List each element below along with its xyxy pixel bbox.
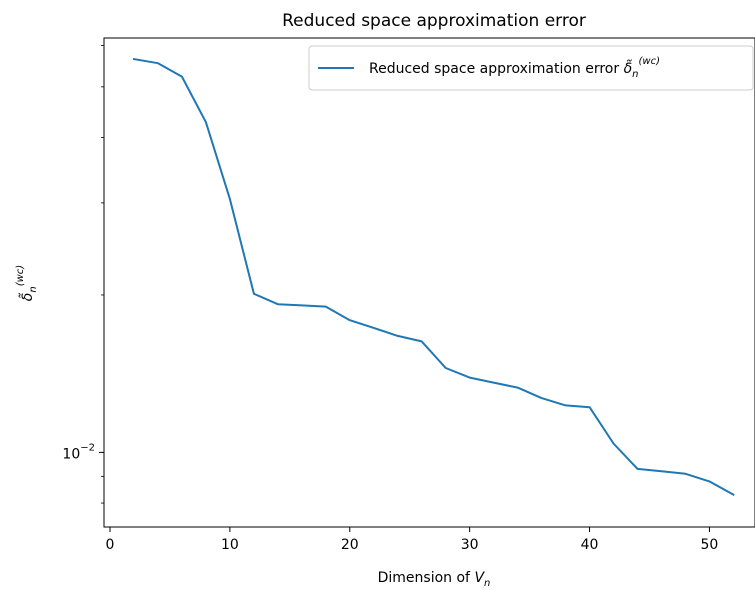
y-axis-label-sup: (wc)	[15, 265, 26, 286]
data-point	[253, 293, 254, 294]
x-axis-label-var: V	[474, 570, 485, 586]
data-point	[397, 335, 398, 336]
data-point	[589, 407, 590, 408]
x-axis-label-main: Dimension of	[378, 570, 475, 586]
data-point	[445, 368, 446, 369]
x-tick-label: 20	[341, 537, 359, 553]
legend-label-sup: (wc)	[639, 56, 660, 67]
data-point	[517, 387, 518, 388]
x-tick-label: 30	[461, 537, 479, 553]
y-axis-label-main: δ̃	[18, 293, 36, 302]
chart-title: Reduced space approximation error	[282, 11, 586, 31]
x-axis: 0 10 20 30 40 50	[106, 527, 719, 553]
data-point	[205, 122, 206, 123]
data-point	[181, 76, 182, 77]
x-axis-label-sub: n	[484, 578, 490, 589]
data-point	[134, 59, 135, 60]
data-point	[613, 443, 614, 444]
legend-label-sub: n	[632, 69, 638, 80]
legend-box	[308, 45, 754, 91]
data-point	[637, 468, 638, 469]
data-point	[541, 398, 542, 399]
series-line-0	[132, 57, 735, 497]
series-group	[132, 57, 735, 497]
legend-label-main: Reduced space approximation error	[369, 61, 624, 77]
data-point	[733, 494, 734, 495]
data-point	[469, 377, 470, 378]
plot-frame	[103, 37, 755, 528]
data-point	[493, 382, 494, 383]
x-tick-label: 40	[581, 537, 599, 553]
y-axis-label: δ̃n(wc)	[15, 265, 39, 301]
data-point	[661, 471, 662, 472]
legend: Reduced space approximation error δ̃n(wc…	[308, 45, 754, 91]
data-point	[373, 327, 374, 328]
data-point	[421, 341, 422, 342]
y-axis: 10−2	[62, 45, 104, 504]
data-point	[709, 481, 710, 482]
data-point	[229, 199, 230, 200]
x-tick-label: 0	[106, 537, 115, 553]
data-point	[685, 473, 686, 474]
data-point	[325, 306, 326, 307]
x-tick-label: 10	[221, 537, 239, 553]
data-point	[277, 304, 278, 305]
y-tick-label: 10−2	[62, 442, 95, 462]
x-axis-label: Dimension of Vn	[378, 570, 491, 589]
data-point	[158, 63, 159, 64]
y-axis-label-sub: n	[28, 286, 39, 292]
legend-label-symbol: δ̃	[624, 59, 633, 77]
data-point	[565, 405, 566, 406]
data-point	[301, 305, 302, 306]
data-point	[349, 320, 350, 321]
legend-label: Reduced space approximation error δ̃n(wc…	[369, 56, 660, 80]
x-tick-label: 50	[701, 537, 719, 553]
svg-text:δ̃n(wc): δ̃n(wc)	[15, 265, 39, 301]
